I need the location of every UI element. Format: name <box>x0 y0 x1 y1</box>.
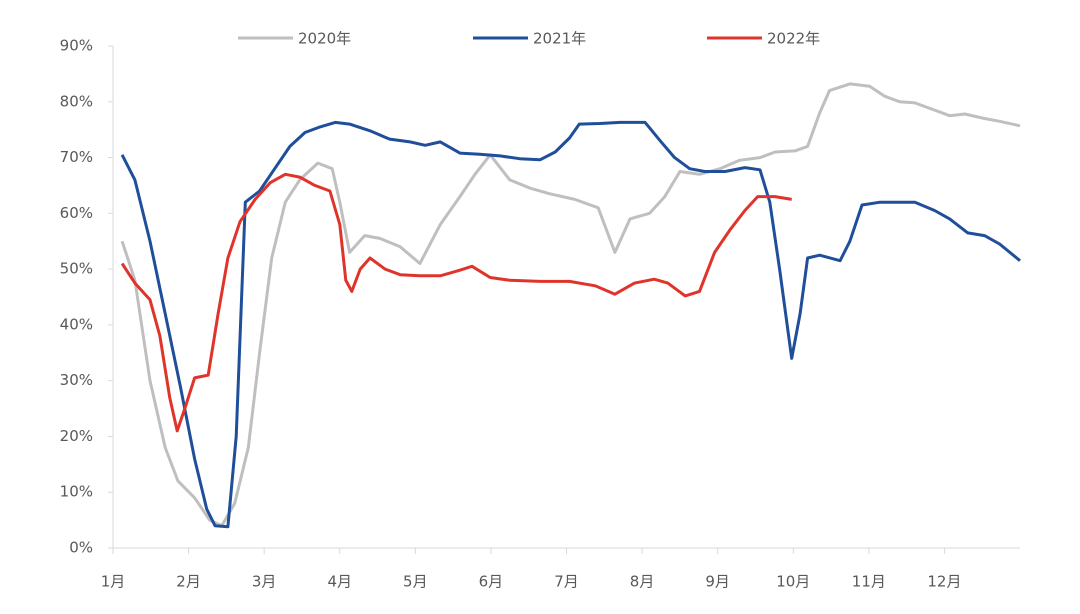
x-tick-label: 12月 <box>927 573 961 591</box>
x-tick-label: 2月 <box>176 573 201 591</box>
y-tick-label: 20% <box>60 427 93 445</box>
legend-label: 2020年 <box>298 30 351 48</box>
series-line <box>120 172 792 433</box>
legend-label: 2022年 <box>767 30 820 48</box>
legend-label: 2021年 <box>533 30 586 48</box>
x-tick-label: 11月 <box>852 573 886 591</box>
y-tick-label: 40% <box>60 315 93 333</box>
y-tick-label: 10% <box>60 483 93 501</box>
x-tick-label: 4月 <box>327 573 352 591</box>
x-tick-label: 9月 <box>705 573 730 591</box>
series-line <box>120 82 1021 528</box>
series-line <box>120 120 1021 529</box>
y-tick-label: 80% <box>60 92 93 110</box>
x-tick-label: 5月 <box>403 573 428 591</box>
x-tick-label: 8月 <box>630 573 655 591</box>
x-tick-label: 3月 <box>252 573 277 591</box>
y-tick-label: 90% <box>60 37 93 55</box>
x-tick-label: 6月 <box>479 573 504 591</box>
y-tick-label: 0% <box>69 539 93 557</box>
y-tick-label: 30% <box>60 371 93 389</box>
y-tick-label: 70% <box>60 148 93 166</box>
y-tick-label: 60% <box>60 204 93 222</box>
x-tick-label: 10月 <box>776 573 810 591</box>
x-tick-label: 7月 <box>554 573 579 591</box>
y-tick-label: 50% <box>60 260 93 278</box>
x-tick-label: 1月 <box>101 573 126 591</box>
